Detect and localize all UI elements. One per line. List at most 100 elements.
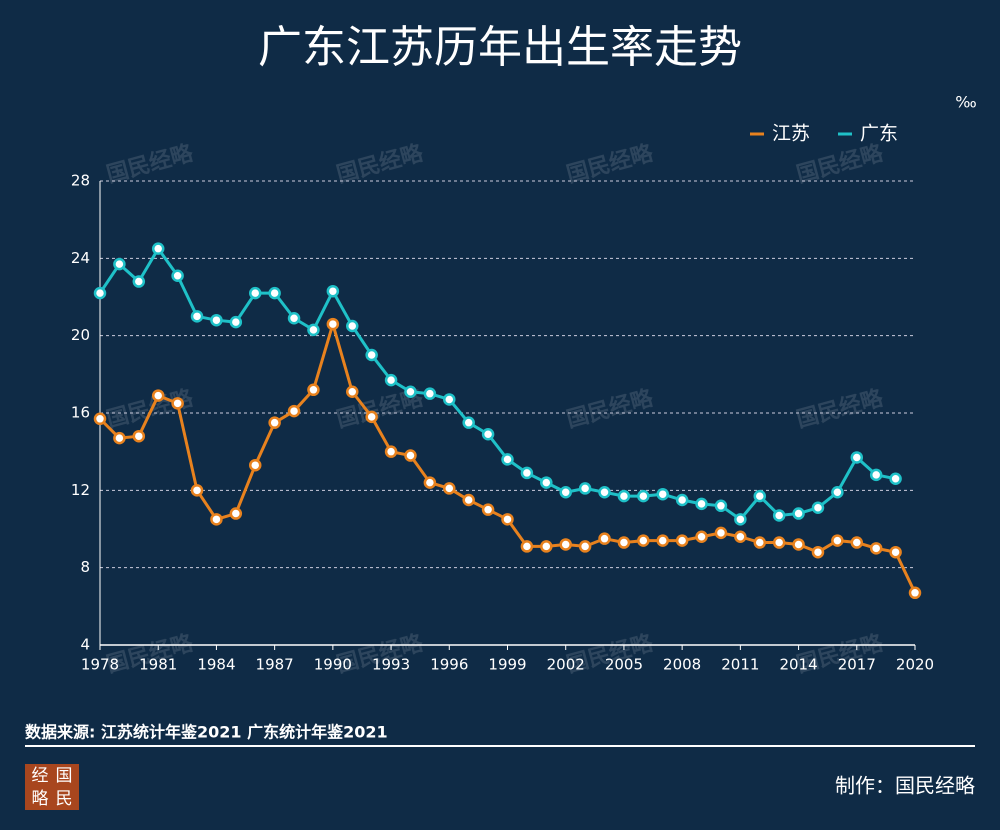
data-point <box>675 534 689 547</box>
x-tick-label: 1999 <box>488 656 526 674</box>
logo-char: 略 <box>32 789 49 809</box>
data-point <box>287 404 301 418</box>
data-point <box>772 536 786 549</box>
data-point <box>675 493 689 507</box>
data-point <box>540 540 553 553</box>
data-point <box>384 373 398 387</box>
logo-char: 国 <box>56 766 73 786</box>
data-point <box>93 412 107 426</box>
data-point <box>481 428 495 441</box>
y-tick-label: 16 <box>71 404 90 422</box>
data-point <box>540 476 553 489</box>
data-point <box>889 545 902 559</box>
data-point <box>248 286 262 300</box>
data-point <box>637 489 650 503</box>
data-point <box>734 513 747 526</box>
data-point <box>714 526 728 540</box>
data-point <box>171 269 184 282</box>
data-point <box>501 513 514 526</box>
x-tick-label: 1987 <box>256 656 294 674</box>
data-point <box>443 482 456 495</box>
data-point <box>695 497 708 511</box>
x-tick-label: 2017 <box>838 656 876 674</box>
x-tick-label: 2002 <box>547 656 585 674</box>
x-tick-label: 2008 <box>663 656 701 674</box>
data-point <box>598 532 611 545</box>
logo-char: 经 <box>32 766 49 786</box>
data-point <box>423 476 437 489</box>
data-point <box>578 482 592 495</box>
data-point <box>772 509 786 522</box>
data-point <box>248 458 262 472</box>
x-tick-label: 1990 <box>314 656 352 674</box>
data-point <box>443 393 456 406</box>
y-tick-label: 8 <box>80 558 90 576</box>
data-point <box>578 540 592 553</box>
y-tick-label: 24 <box>71 249 90 267</box>
data-point <box>753 536 767 549</box>
credit: 制作：国民经略 <box>835 774 975 798</box>
data-point <box>520 540 534 553</box>
data-point <box>462 416 475 429</box>
data-point <box>190 484 204 497</box>
legend-label: 广东 <box>860 123 898 145</box>
data-point <box>384 445 398 458</box>
data-point <box>520 466 534 480</box>
data-point <box>617 536 631 549</box>
data-point <box>404 449 417 462</box>
data-point <box>151 242 165 255</box>
data-point <box>404 385 417 398</box>
data-point <box>559 486 572 499</box>
data-point <box>132 275 146 288</box>
data-point <box>423 387 437 400</box>
data-point <box>637 534 650 547</box>
data-point <box>132 429 146 443</box>
data-point <box>501 453 514 466</box>
x-tick-label: 2014 <box>779 656 817 674</box>
data-point <box>889 472 902 485</box>
x-tick-label: 2005 <box>605 656 643 674</box>
data-point <box>617 489 631 503</box>
data-point <box>598 486 611 499</box>
data-point <box>831 486 844 499</box>
data-point <box>307 323 320 337</box>
x-tick-label: 2020 <box>896 656 934 674</box>
x-tick-label: 1993 <box>372 656 410 674</box>
x-tick-label: 1984 <box>197 656 235 674</box>
data-point <box>714 499 728 513</box>
y-tick-label: 28 <box>71 172 90 190</box>
data-point <box>908 586 922 600</box>
data-point <box>850 451 864 464</box>
data-point <box>210 313 223 327</box>
data-point <box>93 286 107 300</box>
data-point <box>811 501 825 514</box>
data-point <box>268 416 281 429</box>
data-point <box>190 310 204 323</box>
data-point <box>326 317 340 331</box>
legend-label: 江苏 <box>772 123 810 145</box>
data-point <box>656 487 669 501</box>
y-tick-label: 4 <box>80 636 90 654</box>
chart-title: 广东江苏历年出生率走势 <box>258 22 742 73</box>
data-point <box>365 348 378 362</box>
data-point <box>307 383 320 397</box>
data-point <box>113 431 126 445</box>
y-tick-label: 20 <box>71 326 90 344</box>
data-point <box>559 538 572 551</box>
data-point <box>462 493 475 507</box>
logo-char: 民 <box>56 789 73 809</box>
x-tick-label: 1981 <box>139 656 177 674</box>
data-point <box>811 545 825 559</box>
data-point <box>869 542 883 555</box>
x-tick-label: 1978 <box>81 656 119 674</box>
data-point <box>831 534 844 547</box>
data-point <box>656 534 669 547</box>
source: 数据来源: 江苏统计年鉴2021 广东统计年鉴2021 <box>25 723 388 742</box>
data-point <box>365 410 378 424</box>
data-point <box>869 468 883 482</box>
data-point <box>792 538 805 551</box>
x-tick-label: 2011 <box>721 656 759 674</box>
data-point <box>171 397 184 410</box>
data-point <box>734 530 747 543</box>
